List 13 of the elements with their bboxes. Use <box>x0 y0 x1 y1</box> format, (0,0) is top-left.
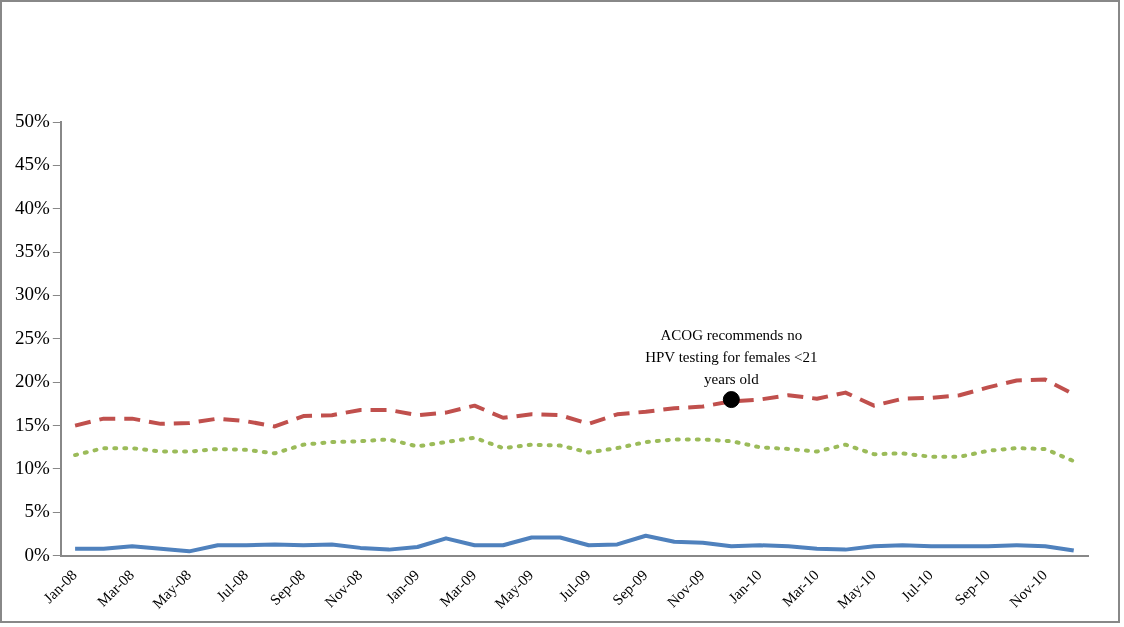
y-tick-label: 10% <box>15 456 50 478</box>
y-tick-label: 40% <box>15 196 50 218</box>
y-tick-label: 35% <box>15 240 50 262</box>
y-tick-label: 30% <box>15 283 50 305</box>
y-tick-label: 25% <box>15 326 50 348</box>
y-tick-label: 0% <box>24 543 50 565</box>
y-tick-label: 5% <box>24 500 50 522</box>
line-series <box>73 435 1076 464</box>
y-tick-label: 20% <box>15 370 50 392</box>
annotation: ACOG recommends no HPV testing for females <21 years old <box>645 326 818 387</box>
y-tick-label: 45% <box>15 153 50 175</box>
y-tick-label: 15% <box>15 413 50 435</box>
y-tick-label: 50% <box>15 109 50 131</box>
